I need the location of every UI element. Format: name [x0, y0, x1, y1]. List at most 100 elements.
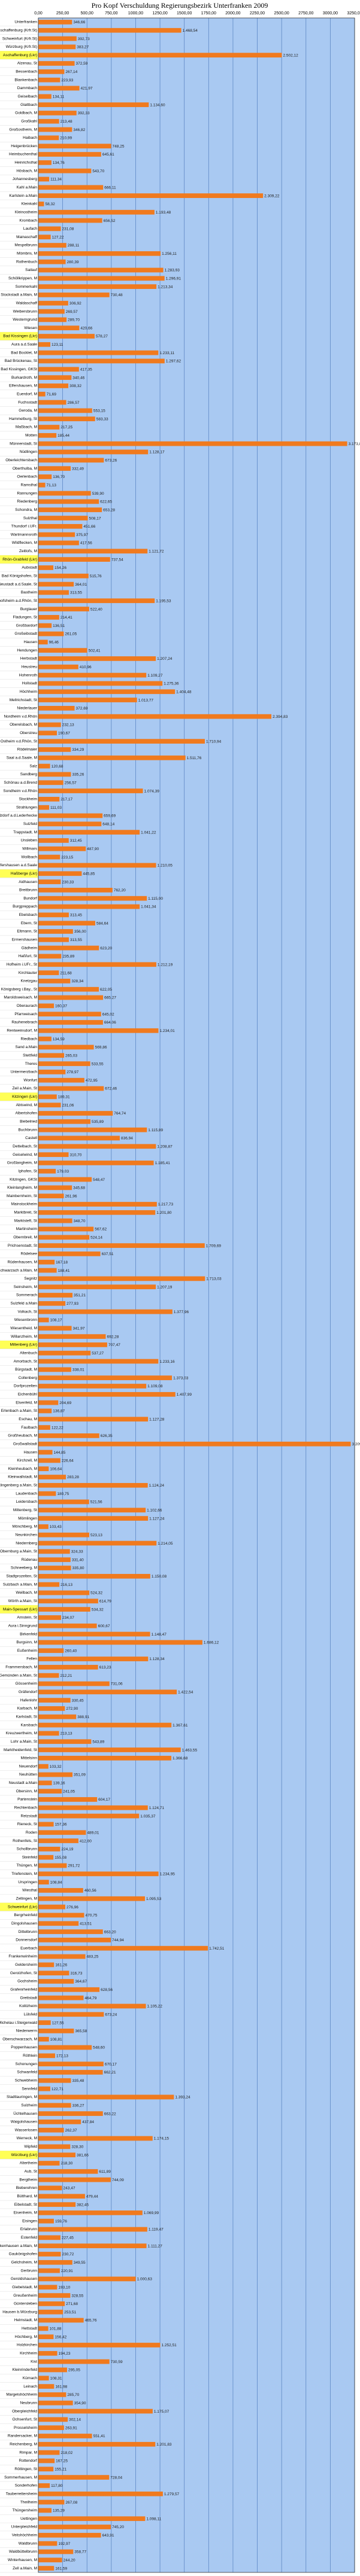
value-label: 334,29: [72, 748, 84, 752]
y-tick-label: Kleinlangheim, M: [7, 1186, 37, 1190]
value-label: 762,20: [114, 888, 126, 893]
y-tick-label: Heustreu: [22, 665, 38, 669]
bar: [38, 1284, 156, 1290]
bar: [38, 2169, 98, 2174]
bar: [38, 1482, 148, 1488]
bar: [38, 2029, 74, 2033]
y-tick-label: Schöllkrippen, M: [8, 276, 37, 281]
y-tick-label: Karbach, M: [17, 1707, 37, 1711]
value-label: 1.109,08: [147, 1384, 163, 1389]
bar: [38, 698, 137, 702]
y-tick-label: Hollstadt: [22, 681, 37, 686]
bar: [38, 2103, 71, 2108]
y-tick-label: Hösbach, M: [16, 169, 37, 173]
bar: [38, 797, 60, 802]
bar: [38, 813, 103, 818]
bar: [38, 284, 157, 289]
highlight: [0, 332, 38, 340]
value-label: 214,41: [60, 616, 72, 620]
value-label: 653,28: [103, 508, 115, 512]
bar: [38, 631, 64, 637]
bar: [38, 763, 50, 769]
y-tick-label: Großkahl: [21, 119, 37, 123]
bar: [38, 945, 99, 951]
y-tick-label: Rieneck, St: [17, 1822, 37, 1826]
y-tick-label: Aschaffenburg (Krfr.St): [0, 28, 37, 32]
y-tick-label: Oberaurach: [17, 1004, 38, 1008]
bar: [38, 118, 59, 124]
value-label: 508,17: [89, 516, 101, 520]
bar: [38, 1433, 99, 1438]
value-label: 2.309,22: [264, 194, 280, 198]
bar: [38, 1103, 61, 1108]
y-tick-label: Fuchsstadt: [18, 400, 37, 404]
x-tick-label: 250,00: [56, 11, 69, 16]
y-tick-label: Motten: [25, 434, 37, 438]
value-label: 335,80: [72, 1566, 84, 1570]
bar: [38, 523, 83, 529]
bar: [38, 102, 149, 107]
value-label: 1.233,11: [159, 351, 174, 355]
value-label: 1.175,07: [154, 2410, 170, 2414]
value-label: 413,51: [80, 1922, 92, 1926]
y-tick-label: Schwebheim: [15, 2079, 37, 2083]
bar: [38, 1607, 90, 1612]
value-label: 1.710,94: [206, 739, 222, 744]
value-label: 216,13: [60, 1583, 72, 1587]
value-label: 96,46: [49, 641, 59, 645]
value-label: 487,90: [87, 847, 99, 851]
y-tick-label: Retzstadt: [21, 1814, 38, 1818]
value-label: 349,55: [74, 2261, 86, 2265]
y-tick-label: Willanzheim, M: [11, 1335, 37, 1339]
y-tick-label: Sonderhofen: [15, 2484, 38, 2488]
value-label: 1.074,39: [144, 789, 160, 793]
bar: [38, 276, 165, 281]
y-tick-label: Geroda, M: [19, 409, 37, 413]
y-tick-label: Frammersbach, M: [5, 1665, 37, 1670]
bar: [38, 2309, 63, 2315]
bar: [38, 2516, 146, 2522]
bar: [38, 581, 74, 587]
y-tick-label: Rechtenbach: [14, 1805, 38, 1810]
y-tick-label: Mömlingen: [18, 1517, 37, 1521]
value-label: 764,74: [114, 1112, 126, 1116]
x-tick-label: 0,00: [34, 11, 43, 16]
y-tick-label: Aub, St: [25, 2170, 38, 2174]
y-tick-label: Frankenwinheim: [8, 1954, 37, 1959]
y-tick-label: Wildflecken, M: [12, 541, 37, 545]
value-label: 648,14: [102, 823, 114, 827]
y-tick-label: Thüngen, M: [16, 1864, 37, 1868]
bar: [38, 863, 156, 868]
bar: [38, 1822, 54, 1827]
y-tick-label: Burgsinn, M: [16, 1640, 37, 1645]
bar: [38, 2243, 147, 2249]
bar: [38, 672, 147, 678]
bar: [38, 86, 80, 91]
y-tick-label: Maßbach, M: [16, 425, 37, 430]
bar: [38, 135, 59, 141]
bar: [38, 1937, 111, 1942]
y-tick-label: Haibach: [23, 136, 37, 140]
bar: [38, 2276, 136, 2282]
y-tick-label: Breitbrunn: [19, 888, 37, 893]
value-label: 1.035,37: [140, 1814, 156, 1819]
value-label: 213,48: [60, 120, 72, 124]
bar: [38, 1582, 60, 1587]
value-label: 664,06: [104, 1021, 116, 1025]
y-tick-label: Hohenroth: [19, 673, 38, 677]
value-label: 136,87: [53, 1409, 65, 1414]
bar: [38, 1499, 89, 1505]
bar: [38, 1846, 60, 1852]
y-tick-label: Rentweinsdorf, M: [7, 1029, 37, 1033]
bar: [38, 954, 62, 959]
value-label: 659,69: [104, 814, 116, 818]
y-tick-label: Marktsteft, St: [14, 1219, 37, 1223]
value-label: 1.201,80: [156, 1211, 172, 1215]
y-tick-label: Gössenheim: [16, 1682, 38, 1686]
y-tick-label: Bad Brückenau, St: [5, 359, 37, 363]
value-label: 666,11: [104, 186, 116, 190]
y-tick-label: Wonfurt: [23, 1078, 37, 1082]
value-label: 375,97: [76, 533, 88, 537]
value-label: 136,51: [53, 624, 65, 628]
y-tick-label: Margetshöchheim: [6, 2393, 37, 2397]
